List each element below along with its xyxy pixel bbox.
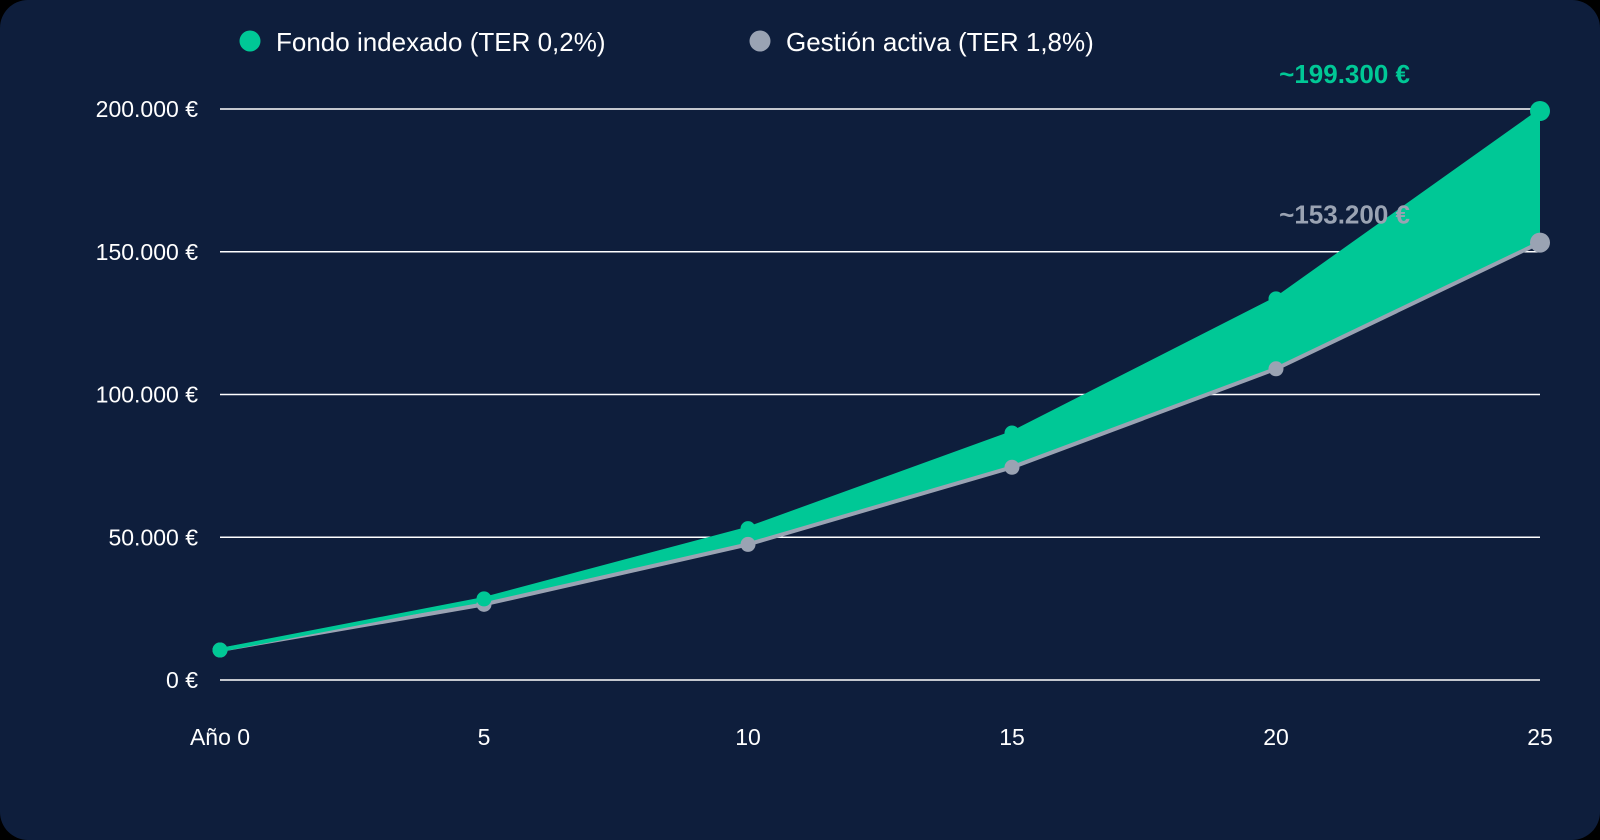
series-active-fund-point <box>1004 459 1020 475</box>
legend-label: Gestión activa (TER 1,8%) <box>786 27 1094 57</box>
y-tick-label: 0 € <box>166 667 198 693</box>
series-index-fund-line <box>219 109 1542 652</box>
y-tick-label: 200.000 € <box>96 96 199 122</box>
gap-fill-area <box>220 110 1540 651</box>
legend-label: Fondo indexado (TER 0,2%) <box>276 27 606 57</box>
y-axis-ticks: 0 € 50.000 € 100.000 € 150.000 € 200.000 € <box>96 96 199 693</box>
x-tick-label: 20 <box>1263 724 1289 750</box>
legend-item-active-fund: Gestión activa (TER 1,8%) <box>749 27 1094 57</box>
legend: Fondo indexado (TER 0,2%) Gestión activa … <box>239 27 1094 57</box>
legend-swatch <box>749 30 771 52</box>
series-index-fund-point <box>1268 291 1284 307</box>
series-active-fund-line <box>219 240 1541 652</box>
series-index-fund-point <box>212 642 228 658</box>
x-axis-ticks: Año 0 5 10 15 20 25 <box>190 724 1553 750</box>
series-index-fund-point <box>476 591 492 607</box>
end-value-labels: ~199.300 € ~153.200 € <box>1279 59 1410 230</box>
x-tick-label: 15 <box>999 724 1025 750</box>
x-tick-label: 5 <box>478 724 491 750</box>
active-fund-end-label: ~153.200 € <box>1279 200 1410 230</box>
x-tick-label: 25 <box>1527 724 1553 750</box>
series-index-fund-point <box>740 521 756 537</box>
series-index-fund-point <box>1004 425 1020 441</box>
x-tick-label: Año 0 <box>190 724 250 750</box>
series-active-fund-point <box>1268 361 1284 377</box>
y-tick-label: 150.000 € <box>96 239 199 265</box>
gap-fill-polygon <box>220 110 1540 651</box>
series-index-fund-point <box>1530 100 1550 121</box>
series-lines <box>212 100 1550 658</box>
legend-swatch <box>239 30 261 52</box>
legend-item-index-fund: Fondo indexado (TER 0,2%) <box>239 27 606 57</box>
y-tick-label: 50.000 € <box>108 524 198 550</box>
series-active-fund-point <box>740 536 756 552</box>
y-tick-label: 100.000 € <box>96 382 199 408</box>
index-fund-end-label: ~199.300 € <box>1279 59 1410 89</box>
series-active-fund-point <box>1530 232 1550 253</box>
gridlines <box>220 108 1540 681</box>
x-tick-label: 10 <box>735 724 761 750</box>
